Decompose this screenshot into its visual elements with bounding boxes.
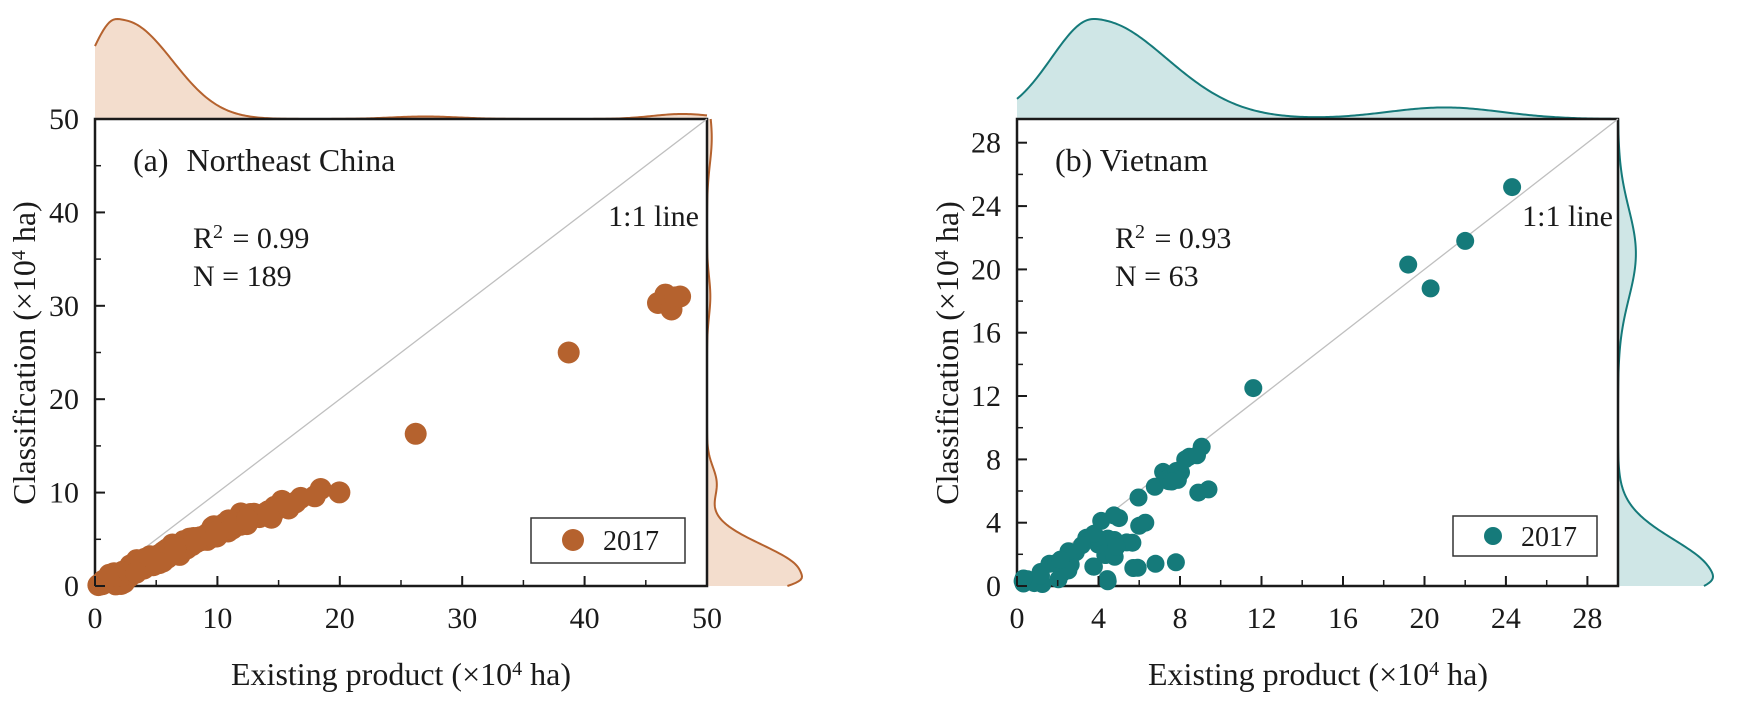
- svg-text:20: 20: [49, 383, 79, 416]
- svg-text:1:1 line: 1:1 line: [1522, 200, 1613, 233]
- svg-text:Existing product (×104 ha): Existing product (×104 ha): [231, 656, 571, 692]
- svg-text:10: 10: [202, 602, 232, 635]
- svg-text:40: 40: [570, 602, 600, 635]
- svg-text:Classification (×104 ha): Classification (×104 ha): [6, 201, 42, 505]
- svg-text:2017: 2017: [603, 526, 659, 557]
- svg-text:Existing product (×104 ha): Existing product (×104 ha): [1148, 656, 1488, 692]
- svg-text:30: 30: [447, 602, 477, 635]
- svg-text:0: 0: [64, 570, 79, 603]
- svg-text:20: 20: [325, 602, 355, 635]
- svg-text:N = 63: N = 63: [1115, 260, 1199, 293]
- svg-text:10: 10: [49, 477, 79, 510]
- svg-text:16: 16: [1328, 602, 1358, 635]
- svg-text:40: 40: [49, 196, 79, 229]
- svg-text:12: 12: [1247, 602, 1277, 635]
- svg-text:50: 50: [49, 103, 79, 136]
- svg-text:12: 12: [971, 380, 1001, 413]
- svg-text:24: 24: [1491, 602, 1521, 635]
- svg-text:Classification (×104 ha): Classification (×104 ha): [929, 201, 965, 505]
- svg-text:0: 0: [1010, 602, 1025, 635]
- svg-text:20: 20: [1410, 602, 1440, 635]
- svg-text:28: 28: [971, 127, 1001, 160]
- svg-text:R2 = 0.93: R2 = 0.93: [1115, 221, 1231, 255]
- svg-text:(a)Northeast China: (a) Northeast China: [133, 142, 395, 178]
- svg-text:(b) Vietnam: (b) Vietnam: [1055, 142, 1208, 178]
- svg-text:R2 = 0.99: R2 = 0.99: [193, 221, 309, 255]
- svg-text:N = 189: N = 189: [193, 260, 292, 293]
- svg-text:50: 50: [692, 602, 722, 635]
- svg-text:4: 4: [1091, 602, 1106, 635]
- svg-text:1:1 line: 1:1 line: [608, 200, 699, 233]
- svg-text:24: 24: [971, 190, 1001, 223]
- svg-text:16: 16: [971, 317, 1001, 350]
- svg-text:28: 28: [1572, 602, 1602, 635]
- svg-text:0: 0: [88, 602, 103, 635]
- svg-text:8: 8: [1173, 602, 1188, 635]
- svg-text:4: 4: [986, 507, 1001, 540]
- svg-text:0: 0: [986, 570, 1001, 603]
- svg-text:8: 8: [986, 443, 1001, 476]
- svg-text:2017: 2017: [1521, 522, 1577, 553]
- svg-text:30: 30: [49, 290, 79, 323]
- svg-text:20: 20: [971, 253, 1001, 286]
